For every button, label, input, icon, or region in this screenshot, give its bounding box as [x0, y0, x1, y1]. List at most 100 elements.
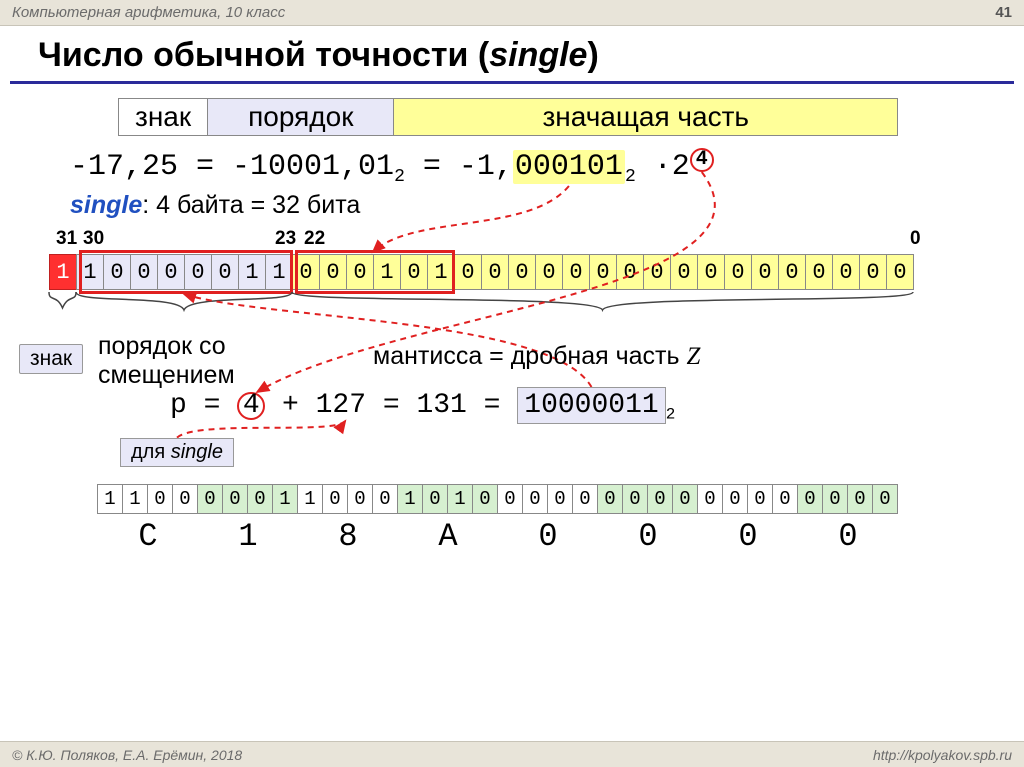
eq-mantissa: 000101: [513, 150, 625, 184]
fs-pre: для: [131, 441, 171, 463]
bit-3: 0: [805, 254, 833, 290]
hex-digit-5: 0: [598, 518, 698, 555]
eq-exp4: 4: [690, 148, 714, 172]
peq-bin: 10000011: [517, 387, 665, 424]
hexbit-23: 1: [297, 484, 323, 514]
fs-it: single: [171, 441, 223, 463]
hexbit-29: 0: [147, 484, 173, 514]
single-desc: single: 4 байта = 32 бита: [70, 191, 984, 220]
eq-sub1: 2: [394, 167, 405, 187]
strip-mantissa: значащая часть: [394, 99, 897, 135]
field-layout-strip: знак порядок значащая часть: [118, 98, 898, 136]
hexbit-19: 1: [397, 484, 423, 514]
hexbit-3: 0: [797, 484, 823, 514]
content: знак порядок значащая часть -17,25 = -10…: [0, 84, 1024, 555]
hexbit-14: 0: [522, 484, 548, 514]
bit-8: 0: [670, 254, 698, 290]
bit-31: 1: [49, 254, 77, 290]
conversion-equation: -17,25 = -10001,012 = -1,0001012 ·24: [70, 150, 984, 187]
page-number: 41: [995, 4, 1012, 21]
hex-digit-4: 0: [498, 518, 598, 555]
bit-28: 0: [130, 254, 158, 290]
hex-digit-7: 0: [798, 518, 898, 555]
hexbit-9: 0: [647, 484, 673, 514]
footer-right: http://kpolyakov.spb.ru: [873, 747, 1012, 763]
hexbit-28: 0: [172, 484, 198, 514]
strip-exponent: порядок: [208, 99, 394, 135]
hex-digits: C18A0000: [98, 518, 984, 555]
bit-25: 0: [211, 254, 239, 290]
bit-17: 1: [427, 254, 455, 290]
bit-2: 0: [832, 254, 860, 290]
hexbit-11: 0: [597, 484, 623, 514]
hexbit-17: 1: [447, 484, 473, 514]
eq-lhs: -17,25 = -10001,01: [70, 150, 394, 184]
bit-19: 1: [373, 254, 401, 290]
hexbit-31: 1: [97, 484, 123, 514]
bit-30: 1: [76, 254, 104, 290]
hexbit-20: 0: [372, 484, 398, 514]
hexbit-8: 0: [672, 484, 698, 514]
bit-12: 0: [562, 254, 590, 290]
strip-sign: знак: [119, 99, 208, 135]
hexbit-25: 0: [247, 484, 273, 514]
peq-plus: + 127 = 131 =: [265, 390, 517, 421]
bit-indices: 31 30 23 22 0: [50, 228, 984, 254]
single-rest: : 4 байта = 32 бита: [142, 191, 360, 219]
mant-z: Z: [686, 343, 700, 370]
hex-digit-0: C: [98, 518, 198, 555]
bit-10: 0: [616, 254, 644, 290]
hex-bit-row: 11000001100010100000000000000000: [98, 484, 984, 514]
hexbit-1: 0: [847, 484, 873, 514]
bit-5: 0: [751, 254, 779, 290]
bit-24: 1: [238, 254, 266, 290]
exponent-shift-label: порядок со смещением: [98, 332, 235, 390]
hexbit-27: 0: [197, 484, 223, 514]
peq-p: p =: [170, 390, 237, 421]
idx-31: 31: [56, 228, 77, 250]
peq-sub: 2: [666, 406, 676, 424]
title-pre: Число обычной точности (: [38, 36, 489, 74]
hexbit-12: 0: [572, 484, 598, 514]
bit-29: 0: [103, 254, 131, 290]
p-equation: p = 4 + 127 = 131 = 100000112: [170, 390, 984, 424]
hexbit-6: 0: [722, 484, 748, 514]
hexbit-26: 0: [222, 484, 248, 514]
hex-digit-3: A: [398, 518, 498, 555]
peq-four: 4: [237, 392, 265, 420]
bit-18: 0: [400, 254, 428, 290]
bit-13: 0: [535, 254, 563, 290]
bit-4: 0: [778, 254, 806, 290]
eq-mid: = -1,: [405, 150, 513, 184]
topbar: Компьютерная арифметика, 10 класс 41: [0, 0, 1024, 26]
hexbit-4: 0: [772, 484, 798, 514]
bit-1: 0: [859, 254, 887, 290]
bit-15: 0: [481, 254, 509, 290]
title-post: ): [587, 36, 598, 74]
title-em: single: [489, 36, 587, 74]
bit-27: 0: [157, 254, 185, 290]
hexbit-15: 0: [497, 484, 523, 514]
bit-23: 1: [265, 254, 293, 290]
hex-digit-6: 0: [698, 518, 798, 555]
bit-22: 0: [292, 254, 320, 290]
slide-title: Число обычной точности (single): [10, 26, 1014, 84]
bit-9: 0: [643, 254, 671, 290]
footer: © К.Ю. Поляков, Е.А. Ерёмин, 2018 http:/…: [0, 741, 1024, 767]
hexbit-2: 0: [822, 484, 848, 514]
bit-7: 0: [697, 254, 725, 290]
for-single-label: для single: [120, 438, 234, 467]
bit-20: 0: [346, 254, 374, 290]
hexbit-22: 0: [322, 484, 348, 514]
bit-21: 0: [319, 254, 347, 290]
topbar-left: Компьютерная арифметика, 10 класс: [12, 4, 285, 21]
hex-digit-1: 1: [198, 518, 298, 555]
hexbit-10: 0: [622, 484, 648, 514]
hexbit-24: 1: [272, 484, 298, 514]
hexbit-7: 0: [697, 484, 723, 514]
eq-sub2: 2: [625, 167, 636, 187]
hex-digit-2: 8: [298, 518, 398, 555]
bit-14: 0: [508, 254, 536, 290]
bit-row: 11000001100010100000000000000000: [50, 254, 984, 290]
hexbit-18: 0: [422, 484, 448, 514]
